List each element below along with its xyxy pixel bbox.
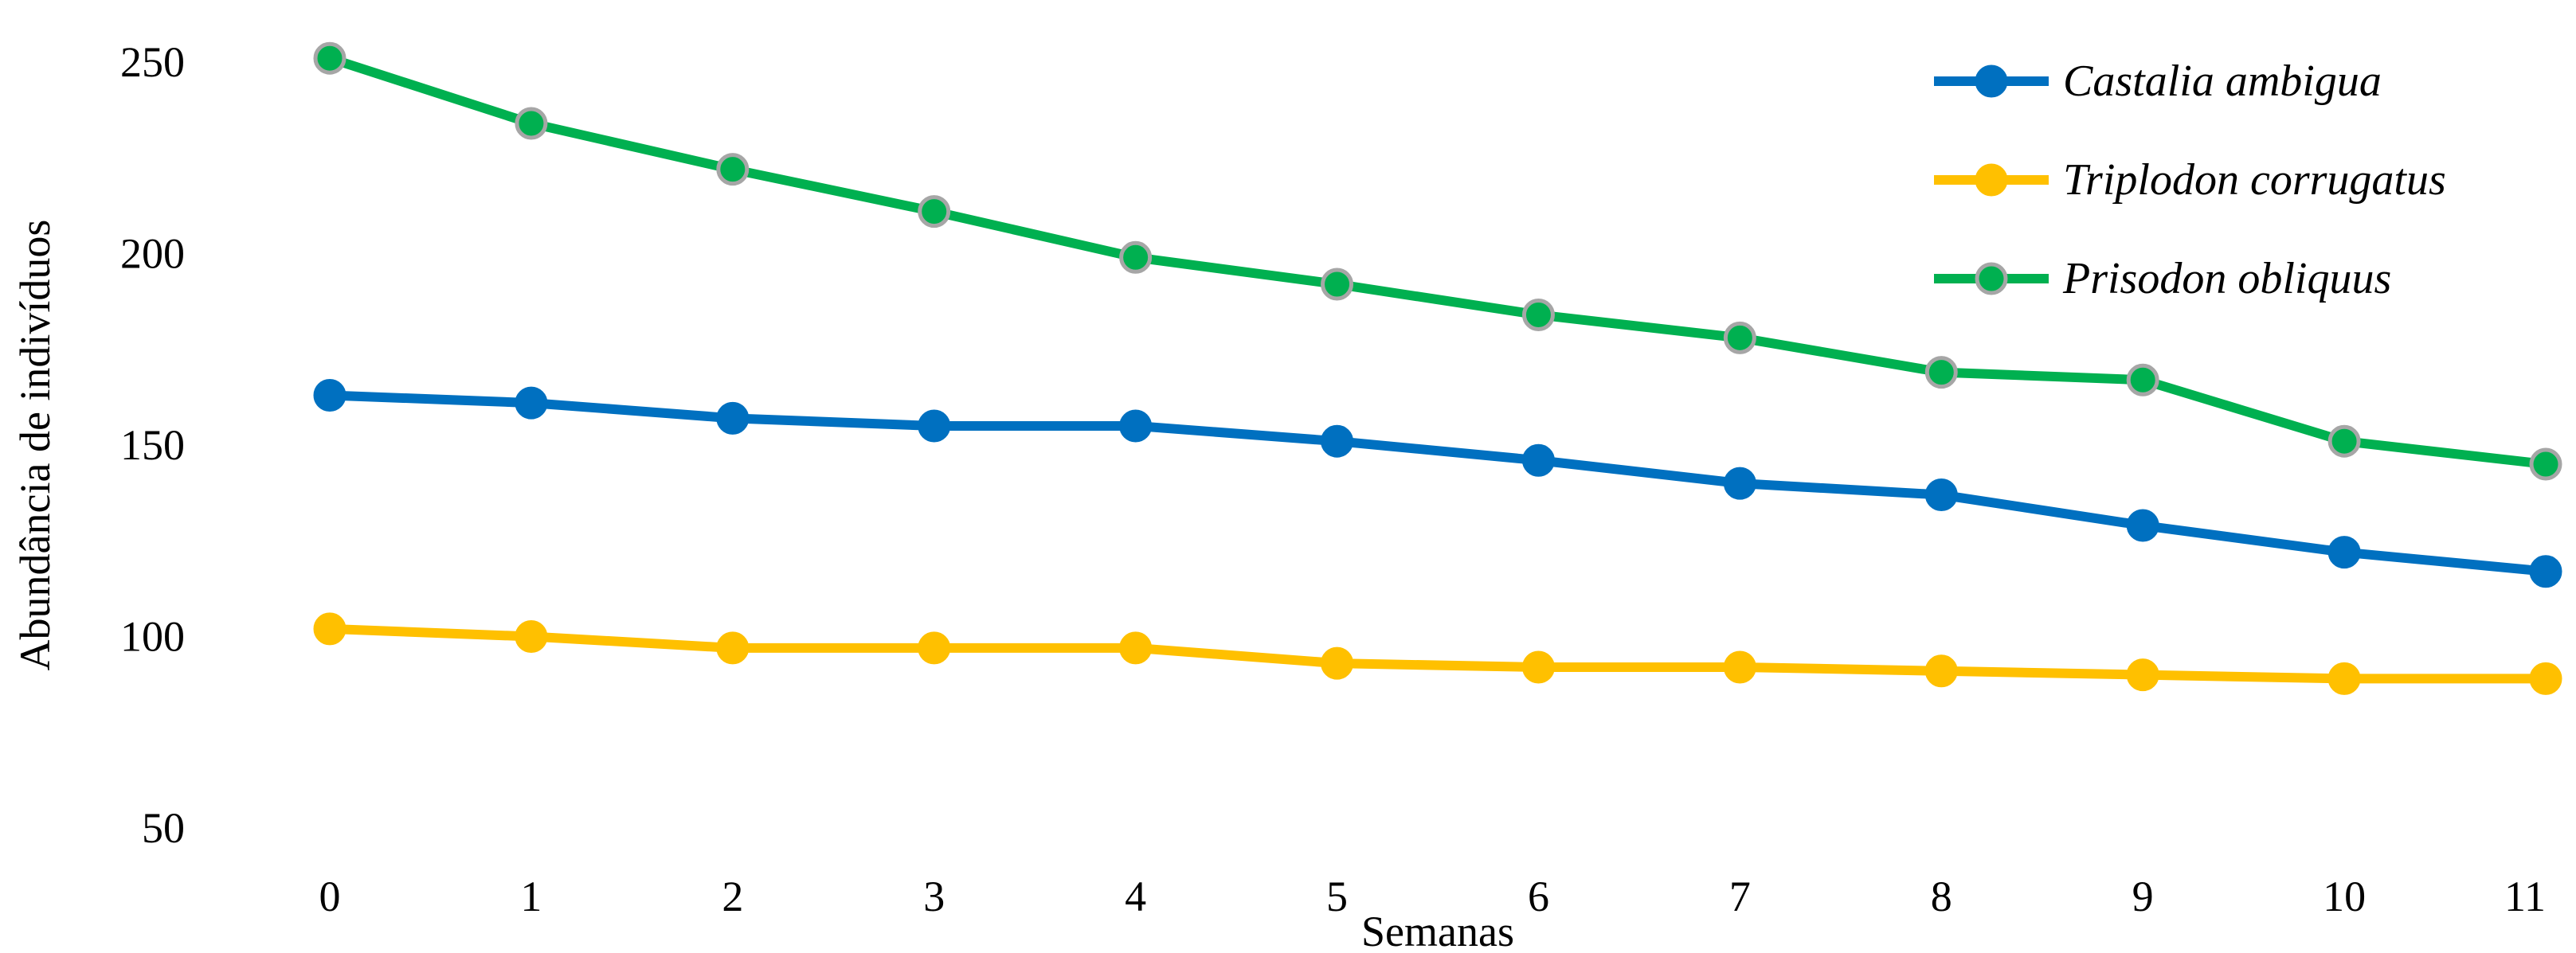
data-point [1119,240,1153,274]
data-point [716,401,750,435]
data-point [1521,443,1555,477]
data-point [1723,467,1756,500]
data-point [1119,631,1153,665]
series-line-triplodon-corrugatus [325,623,2551,684]
x-tick-label-1: 1 [520,873,542,920]
data-point [2529,447,2562,481]
legend-label: Castalia ambigua [2063,57,2382,106]
y-axis-title: Abundância de indivíduos [11,220,59,671]
data-point [1723,321,1756,354]
x-tick-label-7: 7 [1729,873,1751,920]
data-point [2529,662,2562,695]
x-tick-label-6: 6 [1528,873,1549,920]
data-point [313,378,346,412]
legend-item-triplodon-corrugatus: Triplodon corrugatus [1934,155,2446,205]
legend-swatch-marker [1975,262,2008,295]
data-point [918,631,951,665]
data-point [515,107,548,140]
data-point [1321,646,1354,680]
data-point [1521,650,1555,684]
data-point [716,631,750,665]
series-triplodon-corrugatus [313,612,2562,695]
data-point [2327,536,2361,569]
y-tick-label-50: 50 [142,804,185,852]
data-point [2529,555,2562,588]
data-point [716,153,750,186]
legend-item-castalia-ambigua: Castalia ambigua [1934,57,2382,106]
data-point [918,195,951,228]
data-point [2126,658,2159,692]
legend-swatch-marker [1975,163,2008,197]
x-axis-title: Semanas [1361,908,1514,953]
legend-label: Prisodon obliquus [2062,254,2391,303]
data-point [1521,298,1555,331]
legend-swatch-marker [1975,64,2008,98]
x-tick-label-5: 5 [1326,873,1348,920]
series-layer [313,41,2562,695]
x-tick-label-0: 0 [319,873,341,920]
data-point [918,409,951,443]
data-point [2327,424,2361,458]
series-prisodon-obliquus [313,41,2562,481]
data-point [2327,662,2361,695]
legend-item-prisodon-obliquus: Prisodon obliquus [1934,254,2391,303]
y-tick-label-100: 100 [120,613,185,661]
data-point [1924,654,1958,688]
series-line-prisodon-obliquus [325,53,2551,470]
data-point [1924,356,1958,389]
x-tick-label-9: 9 [2132,873,2154,920]
x-tick-label-10: 10 [2323,873,2366,920]
data-point [1723,650,1756,684]
x-axis-tick-labels: 0 1 2 3 4 5 6 7 8 9 10 11 [319,873,2547,920]
legend: Castalia ambigua Triplodon corrugatus Pris… [1934,57,2446,303]
x-tick-label-2: 2 [722,873,743,920]
y-axis-tick-labels: 50 100 150 200 250 [120,38,185,852]
data-point [1924,478,1958,512]
y-tick-label-200: 200 [120,230,185,278]
data-point [515,620,548,653]
x-tick-label-3: 3 [923,873,945,920]
x-tick-label-8: 8 [1931,873,1952,920]
data-point [1321,268,1354,301]
legend-label: Triplodon corrugatus [2063,155,2446,205]
data-point [313,612,346,646]
data-point [1321,424,1354,458]
data-point [1119,409,1153,443]
data-point [313,41,346,75]
data-point [2126,509,2159,542]
series-line-castalia-ambigua [325,390,2551,576]
data-point [2126,363,2159,396]
series-castalia-ambigua [313,378,2562,588]
data-point [515,386,548,420]
x-tick-label-11: 11 [2504,873,2546,920]
x-tick-label-4: 4 [1125,873,1146,920]
y-tick-label-250: 250 [120,38,185,86]
y-tick-label-150: 150 [120,421,185,469]
